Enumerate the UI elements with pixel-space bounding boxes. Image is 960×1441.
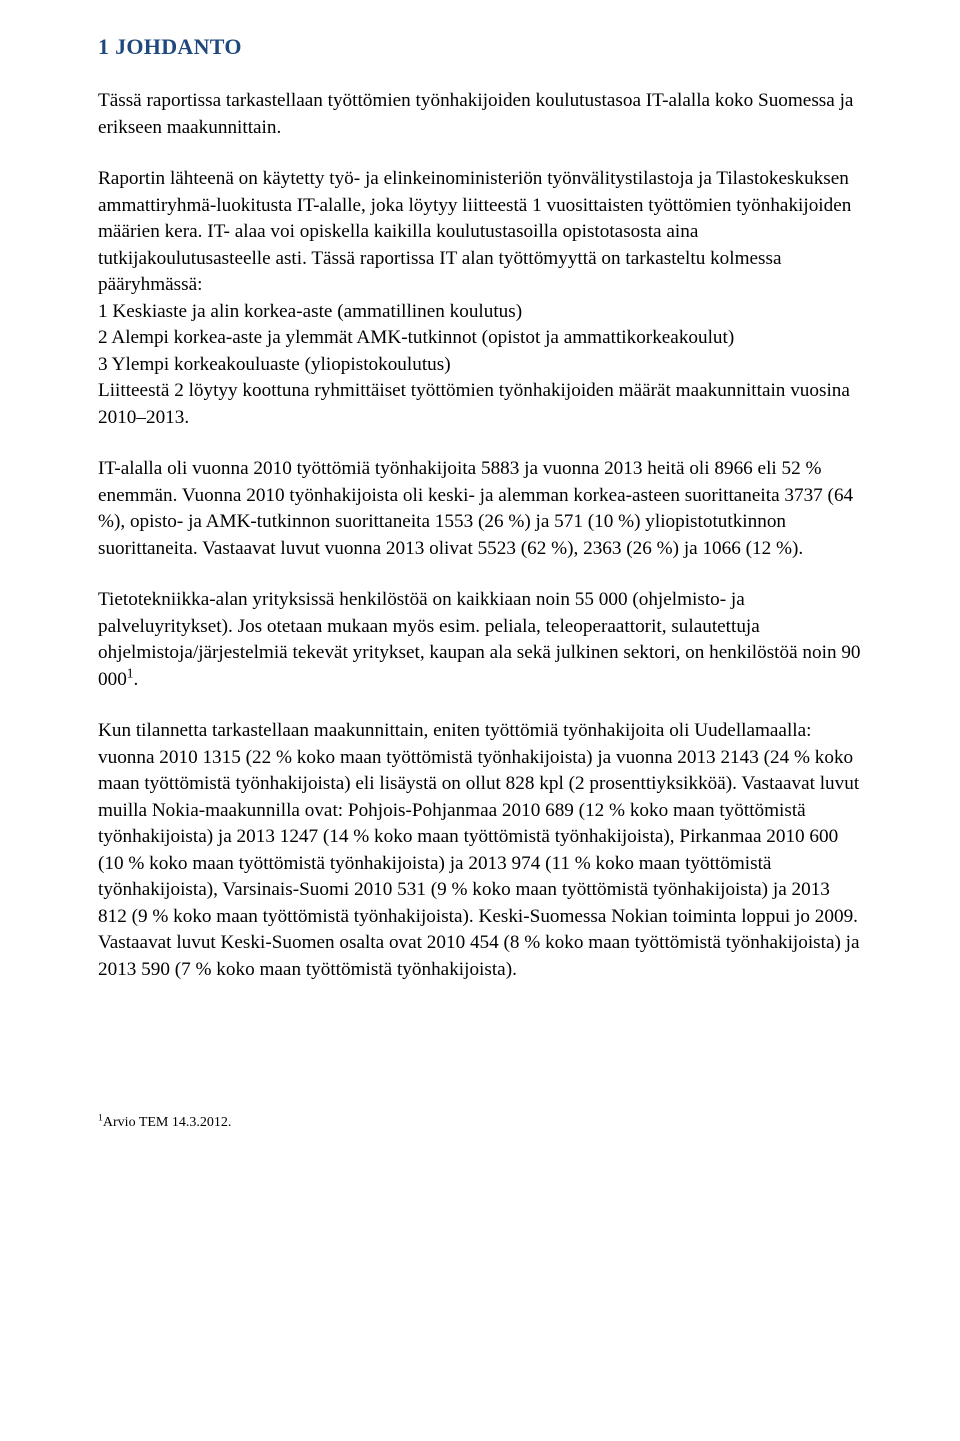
appendix-note: Liitteestä 2 löytyy koottuna ryhmittäise… <box>98 380 850 428</box>
stats-2010-2013-paragraph: IT-alalla oli vuonna 2010 työttömiä työn… <box>98 456 862 562</box>
personnel-text-a: Tietotekniikka-alan yrityksissä henkilös… <box>98 589 861 690</box>
section-heading: 1 JOHDANTO <box>98 34 862 60</box>
source-and-groups-paragraph: Raportin lähteenä on käytetty työ- ja el… <box>98 166 862 431</box>
document-page: 1 JOHDANTO Tässä raportissa tarkastellaa… <box>0 0 960 1441</box>
footnote-text: 1Arvio TEM 14.3.2012. <box>98 1115 231 1130</box>
personnel-paragraph: Tietotekniikka-alan yrityksissä henkilös… <box>98 587 862 693</box>
source-text: Raportin lähteenä on käytetty työ- ja el… <box>98 168 851 295</box>
footnote-body: Arvio TEM 14.3.2012. <box>103 1115 231 1130</box>
personnel-text-b: . <box>134 669 139 690</box>
group-2: 2 Alempi korkea-aste ja ylemmät AMK-tutk… <box>98 325 862 352</box>
group-3: 3 Ylempi korkeakouluaste (yliopistokoulu… <box>98 352 862 379</box>
intro-paragraph: Tässä raportissa tarkastellaan työttömie… <box>98 88 862 141</box>
group-1: 1 Keskiaste ja alin korkea-aste (ammatil… <box>98 299 862 326</box>
regional-paragraph: Kun tilannetta tarkastellaan maakunnitta… <box>98 718 862 983</box>
footnote-ref: 1 <box>127 665 134 680</box>
footnote-block: 1Arvio TEM 14.3.2012. <box>98 1113 862 1131</box>
